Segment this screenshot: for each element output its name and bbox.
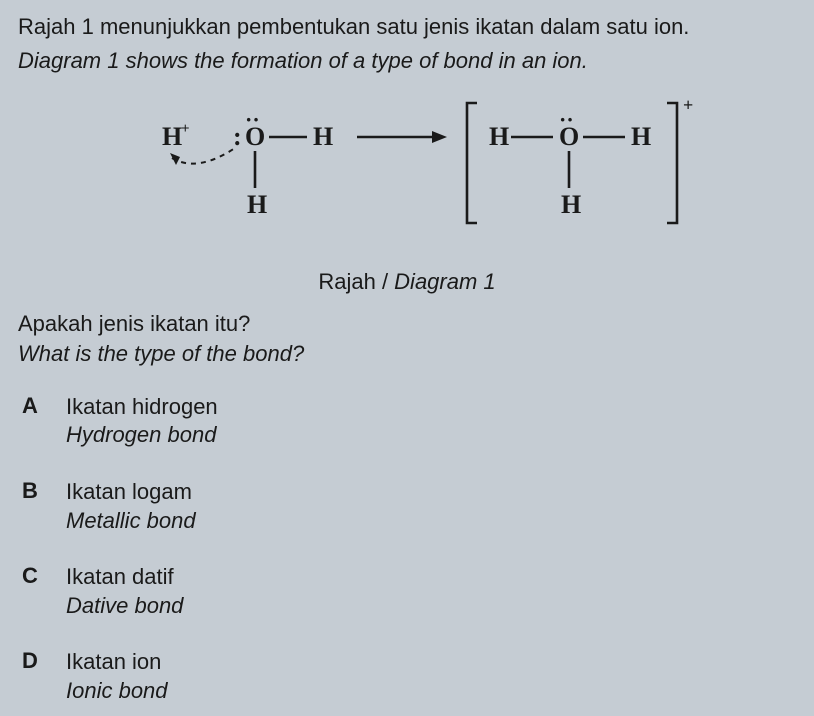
caption-my: Rajah <box>318 269 375 294</box>
bracket-right <box>667 103 677 223</box>
option-text-my: Ikatan datif <box>66 564 174 589</box>
dashed-arrow-head <box>170 153 180 165</box>
option-text-en: Ionic bond <box>66 677 168 706</box>
question-line-en: Diagram 1 shows the formation of a type … <box>18 46 796 76</box>
atom-h-bottom-left: H <box>247 190 267 219</box>
option-d[interactable]: D Ikatan ion Ionic bond <box>22 648 796 705</box>
option-text-en: Hydrogen bond <box>66 421 218 450</box>
diagram-caption: Rajah / Diagram 1 <box>18 269 796 295</box>
subquestion-en: What is the type of the bond? <box>18 339 796 369</box>
option-letter: D <box>22 648 66 705</box>
caption-en: Diagram 1 <box>394 269 495 294</box>
subquestion-my: Apakah jenis ikatan itu? <box>18 309 796 339</box>
option-text-en: Metallic bond <box>66 507 196 536</box>
atom-h-plus: H <box>162 122 182 151</box>
option-c[interactable]: C Ikatan datif Dative bond <box>22 563 796 620</box>
atom-h-bottom-right: H <box>561 190 581 219</box>
options-list: A Ikatan hidrogen Hydrogen bond B Ikatan… <box>18 393 796 706</box>
lone-pair-left: : <box>233 122 242 151</box>
option-text-my: Ikatan ion <box>66 649 161 674</box>
option-letter: A <box>22 393 66 450</box>
atom-h-right-left: H <box>313 122 333 151</box>
option-text-my: Ikatan logam <box>66 479 192 504</box>
ion-charge: + <box>683 95 693 115</box>
option-letter: C <box>22 563 66 620</box>
option-text-en: Dative bond <box>66 592 183 621</box>
o-dots-left: ·· <box>245 107 260 132</box>
option-text-my: Ikatan hidrogen <box>66 394 218 419</box>
atom-h-right-right: H <box>631 122 651 151</box>
option-a[interactable]: A Ikatan hidrogen Hydrogen bond <box>22 393 796 450</box>
bond-diagram: H + : O ·· H H + H O ·· H <box>97 93 717 253</box>
option-b[interactable]: B Ikatan logam Metallic bond <box>22 478 796 535</box>
atom-h-plus-charge: + <box>181 121 190 137</box>
question-line-my: Rajah 1 menunjukkan pembentukan satu jen… <box>18 12 796 42</box>
option-letter: B <box>22 478 66 535</box>
reaction-arrow-head <box>432 131 447 143</box>
caption-sep: / <box>376 269 394 294</box>
o-dots-right: ·· <box>559 107 574 132</box>
bracket-left <box>467 103 477 223</box>
diagram-container: H + : O ·· H H + H O ·· H <box>18 93 796 263</box>
atom-h-left-right: H <box>489 122 509 151</box>
